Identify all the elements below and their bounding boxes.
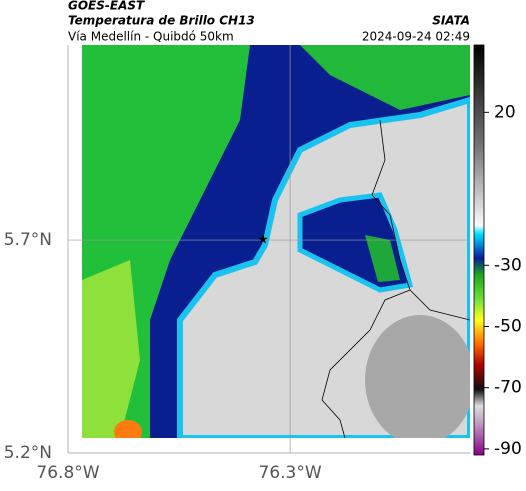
colorbar-tick-label: -50: [494, 316, 522, 336]
colorbar-tick-label: -90: [494, 439, 522, 459]
title: Temperatura de Brillo CH13: [68, 14, 255, 28]
colorbar-tick-label: -30: [494, 255, 522, 275]
y-tick-label: 5.2°N: [4, 443, 52, 463]
location-marker: ★: [257, 233, 269, 248]
grid: [67, 45, 470, 454]
satellite: GOES-EAST: [68, 0, 145, 13]
subtitle: Vía Medellín - Quibdó 50km: [68, 30, 234, 44]
timestamp: 2024-09-24 02:49: [362, 30, 470, 44]
colorbar: [473, 44, 485, 456]
colorbar-tick-label: -70: [494, 378, 522, 398]
x-tick-label: 76.3°W: [259, 463, 322, 483]
satellite-image: [82, 45, 470, 438]
colorbar-tick-label: 20: [494, 102, 516, 122]
x-tick-label: 76.8°W: [36, 463, 99, 483]
brand: SIATA: [432, 14, 470, 28]
y-tick-label: 5.7°N: [4, 230, 52, 250]
